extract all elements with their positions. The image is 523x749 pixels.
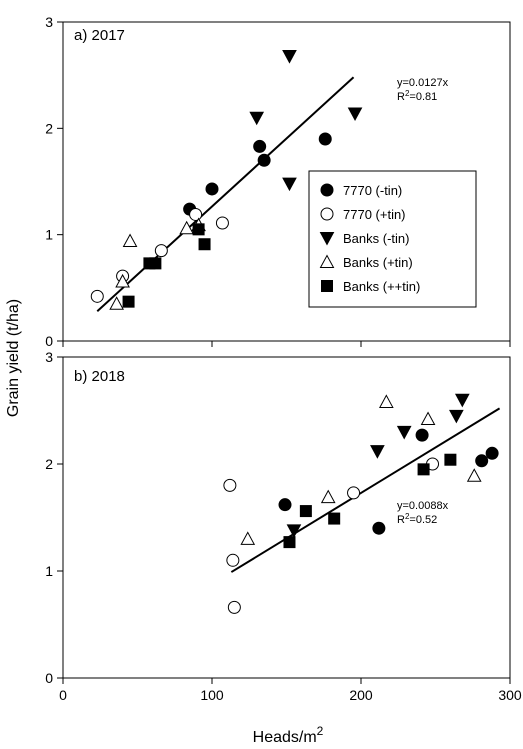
legend-label: 7770 (-tin) <box>343 183 402 198</box>
data-point <box>240 531 256 545</box>
data-point <box>299 505 312 518</box>
data-point <box>282 177 297 192</box>
data-point <box>253 139 267 153</box>
y-tick-label: 3 <box>45 14 53 30</box>
legend-label: Banks (+tin) <box>343 255 413 270</box>
r-squared: R2=0.81 <box>397 89 437 103</box>
regression-equation: y=0.0088x <box>397 500 449 512</box>
y-axis-label: Grain yield (t/ha) <box>5 299 22 417</box>
data-point <box>282 50 297 64</box>
legend: 7770 (-tin) 7770 (+tin) Banks (-tin) Banks … <box>308 170 477 308</box>
data-point <box>149 257 162 270</box>
x-tick-label: 200 <box>349 687 373 703</box>
y-tick-label: 2 <box>45 456 53 472</box>
data-point <box>454 393 470 408</box>
data-point <box>415 428 429 442</box>
y-tick-label: 1 <box>45 227 53 243</box>
data-point <box>485 446 499 460</box>
x-axis-label: Heads/m2 <box>253 724 324 746</box>
y-tick-label: 2 <box>45 120 53 136</box>
data-point <box>378 394 394 408</box>
data-point <box>449 409 464 424</box>
y-tick-label: 0 <box>45 670 53 686</box>
panel-label: b) 2018 <box>74 368 125 385</box>
data-point <box>417 463 430 476</box>
data-point <box>122 233 138 248</box>
data-point <box>109 296 124 310</box>
legend-marker <box>319 254 335 268</box>
legend-label: Banks (++tin) <box>343 279 420 294</box>
data-point <box>396 425 412 440</box>
data-point <box>189 207 203 221</box>
legend-item: Banks (++tin) <box>321 279 420 294</box>
data-point <box>257 153 271 167</box>
x-tick-label: 100 <box>200 687 224 703</box>
data-point <box>249 111 265 126</box>
data-point <box>347 486 361 500</box>
data-point <box>223 478 237 492</box>
legend-marker <box>321 280 333 292</box>
data-point <box>205 182 219 196</box>
y-tick-label: 1 <box>45 563 53 579</box>
regression-equation: y=0.0127x <box>397 77 449 89</box>
data-point <box>328 512 341 525</box>
legend-item: 7770 (-tin) <box>320 183 402 198</box>
plot-frame <box>62 21 511 342</box>
x-tick-label: 300 <box>498 687 522 703</box>
data-point <box>192 223 205 236</box>
legend-marker <box>320 183 334 197</box>
data-point <box>420 411 436 426</box>
data-point <box>347 107 363 121</box>
legend-marker <box>319 232 335 246</box>
data-point <box>179 220 195 235</box>
data-point <box>122 295 135 308</box>
legend-marker <box>320 207 334 221</box>
plot-frame <box>62 356 511 679</box>
data-point <box>154 244 168 258</box>
legend-item: 7770 (+tin) <box>320 207 406 222</box>
data-point <box>318 132 332 146</box>
data-point <box>286 524 302 538</box>
data-point <box>278 498 292 512</box>
legend-label: 7770 (+tin) <box>343 207 406 222</box>
data-point <box>215 216 229 230</box>
legend-item: Banks (+tin) <box>319 254 413 270</box>
data-point <box>372 521 386 535</box>
trend-line <box>96 76 355 312</box>
legend-label: Banks (-tin) <box>343 231 409 246</box>
data-point <box>227 600 241 614</box>
y-tick-label: 3 <box>45 349 53 365</box>
y-tick-label: 0 <box>45 333 53 349</box>
data-point <box>320 489 336 504</box>
legend-item: Banks (-tin) <box>319 231 409 246</box>
data-point <box>475 454 489 468</box>
data-point <box>198 238 211 251</box>
x-tick-label: 0 <box>59 687 67 703</box>
legend-box <box>308 170 477 308</box>
r-squared: R2=0.52 <box>397 512 437 526</box>
data-point <box>115 273 130 288</box>
data-point <box>466 468 482 482</box>
trend-line <box>230 407 501 573</box>
data-point <box>444 453 457 466</box>
data-point <box>283 536 296 549</box>
data-point <box>370 445 385 459</box>
data-point <box>226 553 240 567</box>
panel-label: a) 2017 <box>74 27 125 44</box>
data-point <box>90 289 104 303</box>
